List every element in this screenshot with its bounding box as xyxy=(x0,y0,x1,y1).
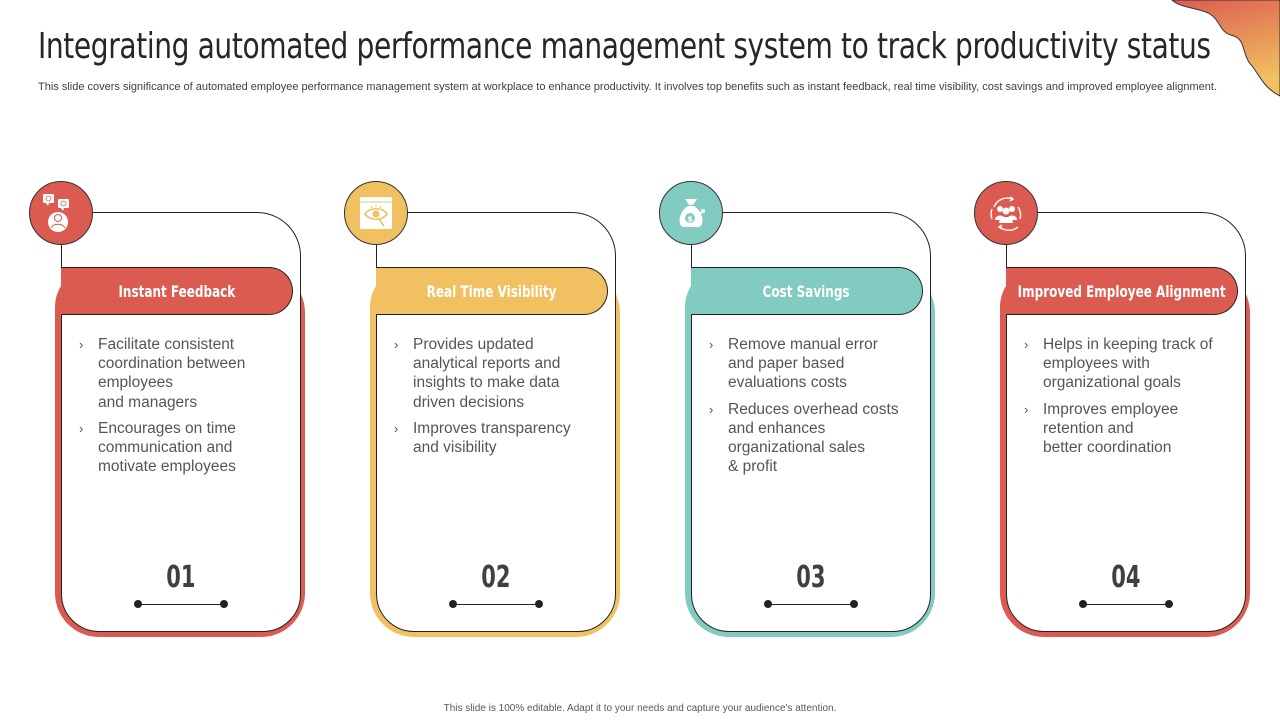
bullet-list: › Helps in keeping track of employees wit… xyxy=(1024,335,1234,464)
bullet-item: › Remove manual error and paper based eva… xyxy=(709,336,878,392)
dot-line-divider xyxy=(1079,600,1173,608)
card-number: 02 xyxy=(481,560,511,595)
card-cost-savings: Cost Savings $ › Remove manual error and … xyxy=(659,180,951,640)
dot-line-divider xyxy=(134,600,228,608)
card-title: Real Time Visibility xyxy=(426,281,557,301)
bullet-list: › Provides updated analytical reports and… xyxy=(394,335,604,464)
card-header: Instant Feedback xyxy=(61,267,293,315)
icon-badge: $ xyxy=(659,181,723,245)
eye-monitor-icon xyxy=(360,197,392,229)
chevron-right-icon: › xyxy=(79,337,84,352)
chevron-right-icon: › xyxy=(1024,337,1029,352)
feedback-person-icon xyxy=(43,194,69,232)
bullet-item: › Reduces overhead costs and enhances org… xyxy=(709,400,899,476)
chevron-right-icon: › xyxy=(1024,401,1029,417)
svg-text:$: $ xyxy=(687,215,693,224)
chevron-right-icon: › xyxy=(709,337,714,352)
card-header: Real Time Visibility xyxy=(376,267,608,315)
bullet-item: › Improves employee retention and better … xyxy=(1024,400,1179,457)
team-cycle-icon xyxy=(990,196,1022,231)
card-title: Instant Feedback xyxy=(118,281,235,301)
icon-badge xyxy=(29,181,93,245)
footer-note: This slide is 100% editable. Adapt it to… xyxy=(443,703,837,714)
chevron-right-icon: › xyxy=(394,420,399,436)
card-number: 04 xyxy=(1111,560,1141,595)
card-header: Cost Savings xyxy=(691,267,923,315)
page-title: Integrating automated performance manage… xyxy=(38,26,1211,67)
bullet-list: › Facilitate consistent coordination betw… xyxy=(79,335,289,483)
bullet-item: › Provides updated analytical reports and… xyxy=(394,336,561,411)
card-number: 01 xyxy=(166,560,196,595)
bullet-item: › Improves transparency and visibility xyxy=(394,419,571,457)
card-instant-feedback: Instant Feedback › Facilitate consistent … xyxy=(29,180,321,640)
chevron-right-icon: › xyxy=(394,337,399,352)
chevron-right-icon: › xyxy=(79,420,84,436)
money-bag-icon: $ xyxy=(679,199,705,227)
card-title: Improved Employee Alignment xyxy=(1017,281,1226,301)
bullet-item: › Helps in keeping track of employees wit… xyxy=(1024,336,1213,392)
card-number: 03 xyxy=(796,560,826,595)
bullet-item: › Facilitate consistent coordination betw… xyxy=(79,336,246,411)
bullet-item: › Encourages on time communication and mo… xyxy=(79,419,236,476)
card-improved-employee-alignment: Improved Employee Alignment › Helps in ke… xyxy=(974,180,1266,640)
card-real-time-visibility: Real Time Visibility › Provides updated a… xyxy=(344,180,636,640)
dot-line-divider xyxy=(449,600,543,608)
bullet-list: › Remove manual error and paper based eva… xyxy=(709,335,919,483)
page-subtitle: This slide covers significance of automa… xyxy=(38,81,1218,93)
corner-decoration xyxy=(1171,0,1280,97)
icon-badge xyxy=(974,181,1038,245)
card-title: Cost Savings xyxy=(762,281,851,301)
chevron-right-icon: › xyxy=(709,401,714,417)
icon-badge xyxy=(344,181,408,245)
dot-line-divider xyxy=(764,600,858,608)
card-header: Improved Employee Alignment xyxy=(1006,267,1238,315)
